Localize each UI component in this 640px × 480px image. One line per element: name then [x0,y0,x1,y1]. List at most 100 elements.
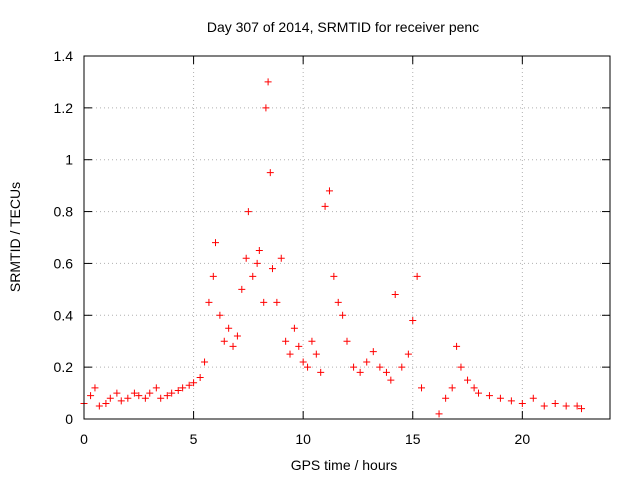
data-point [266,169,274,177]
data-point [304,363,312,371]
x-tick-label: 15 [405,431,421,447]
data-point [387,376,395,384]
data-point [376,363,384,371]
data-point [485,392,493,400]
data-point [253,259,261,267]
data-point [242,254,250,262]
data-point [334,298,342,306]
x-tick-labels: 0 5 10 15 20 [80,431,530,447]
x-tick-label: 5 [190,431,198,447]
grid-lines [84,56,610,419]
data-point [264,78,272,86]
data-point [286,350,294,358]
data-point [106,394,114,402]
data-point [409,316,417,324]
data-point [238,285,246,293]
x-tick-label: 0 [80,431,88,447]
data-point [391,291,399,299]
y-tick-label: 0.2 [54,359,74,375]
data-point [457,363,465,371]
data-point [205,298,213,306]
data-point [356,368,364,376]
data-point [95,402,103,410]
data-point [398,363,406,371]
data-point [163,392,171,400]
y-tick-label: 0.6 [54,255,74,271]
data-point [102,399,110,407]
data-point [233,332,241,340]
axis-ticks [83,55,610,420]
y-tick-label: 0.4 [54,307,74,323]
data-point [220,337,228,345]
data-point [87,392,95,400]
data-point [369,348,377,356]
data-point [578,405,586,413]
data-point [442,394,450,402]
data-point [350,363,358,371]
data-point [277,254,285,262]
data-point [209,272,217,280]
data-point [146,389,154,397]
data-point [507,397,515,405]
x-tick-label: 20 [515,431,531,447]
data-point [152,384,160,392]
x-axis-title: GPS time / hours [291,457,398,473]
data-point [212,239,219,247]
data-point [268,265,276,273]
data-point [363,358,371,366]
data-point [496,394,504,402]
data-point [470,384,478,392]
x-tick-label: 10 [295,431,311,447]
y-tick-label: 1.4 [54,48,74,64]
data-point [190,379,198,387]
data-point [343,337,351,345]
y-tick-label: 0 [65,411,73,427]
data-point [339,311,347,319]
data-point [308,337,316,345]
y-tick-label: 1 [65,152,73,168]
data-point [448,384,456,392]
data-point [216,311,224,319]
y-tick-label: 0.8 [54,204,74,220]
data-point [282,337,290,345]
data-point [196,374,204,382]
data-point [124,394,132,402]
data-point [244,208,252,216]
data-point [418,384,426,392]
data-point [262,104,270,112]
data-point [168,389,176,397]
data-point [382,368,390,376]
data-point [317,368,325,376]
data-points [80,78,586,418]
plot-frame [83,55,611,420]
data-point [435,410,443,418]
data-point [562,402,570,410]
data-point [321,202,329,210]
data-point [255,246,263,254]
data-point [573,402,581,410]
data-point [540,402,548,410]
data-point [273,298,281,306]
data-point [91,384,99,392]
data-point [229,342,237,350]
data-point [290,324,298,332]
data-point [185,381,193,389]
data-point [295,342,303,350]
data-point [135,392,143,400]
data-point [529,394,537,402]
data-point [464,376,472,384]
y-tick-label: 1.2 [54,100,74,116]
chart-title: Day 307 of 2014, SRMTID for receiver pen… [207,19,479,35]
data-point [518,399,526,407]
data-point [260,298,268,306]
data-point [130,389,138,397]
data-point [201,358,209,366]
data-point [157,394,165,402]
data-point [174,386,182,394]
data-point [113,389,121,397]
data-point [299,358,307,366]
data-point [141,394,149,402]
data-point [325,187,333,195]
data-point [179,384,187,392]
data-point [404,350,412,358]
